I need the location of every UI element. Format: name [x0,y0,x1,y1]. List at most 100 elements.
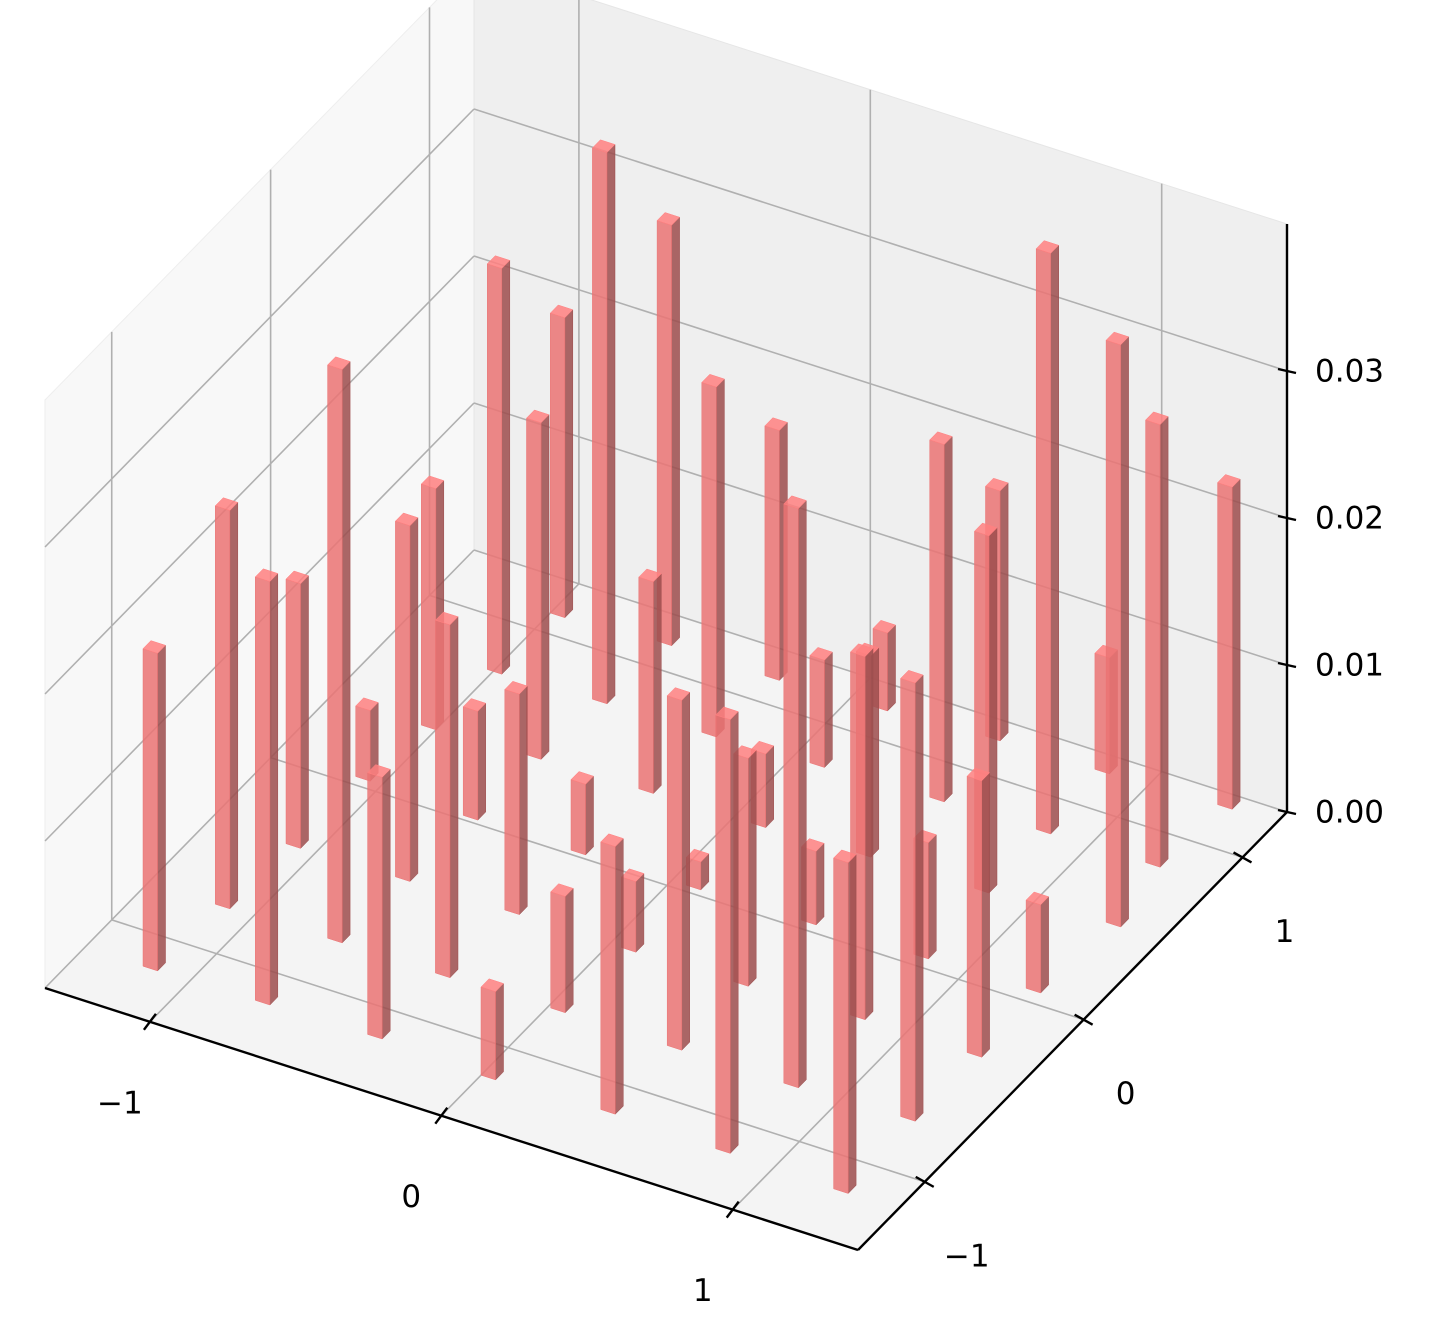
tick-mark [1277,661,1297,669]
bar-front [570,779,586,856]
bar [701,374,725,738]
bar [526,409,550,761]
bar-side [495,982,504,1081]
bar-top [570,771,594,785]
bar-top [394,512,419,527]
bar-top [638,568,662,583]
bar-side [229,501,239,910]
tick-label: 0.01 [1315,648,1384,684]
bar [900,670,924,1122]
bar [783,495,807,1089]
bar-side [585,775,594,856]
bar-side [564,887,574,1014]
bar-side [981,772,990,1058]
bar-top [929,431,953,445]
grid-line [111,919,925,1183]
bar-top [142,640,166,654]
bar-top [872,620,896,634]
bar [285,570,309,850]
tick-mark [1277,367,1297,375]
bar [394,512,419,883]
bar-side [519,685,528,916]
bar-side [564,309,574,619]
bar-front [1025,899,1041,994]
bar-front [929,439,945,803]
bar-top [1035,240,1060,254]
bar-top [420,475,445,489]
bar [462,698,487,821]
bar-top [850,643,874,657]
bar-front [215,505,231,910]
tick-mark [725,1200,740,1219]
bar [254,568,279,1006]
bar-top [367,764,391,778]
bar-top [985,477,1009,492]
bar-front [833,857,849,1194]
bar-side [1231,478,1241,810]
bar [666,687,691,1051]
bar [214,497,239,910]
bar-top [550,883,574,897]
tick-label: 1 [693,1273,713,1309]
bar [929,431,953,803]
bar-top [285,570,309,585]
grid-line [44,108,475,548]
bar-front [550,312,566,619]
bar-side [409,517,419,883]
bar-side [540,414,550,761]
bar-top [783,495,807,509]
bar [355,697,379,782]
bar-top [833,849,857,863]
bar-side [671,216,680,647]
tick-mark [142,1013,157,1031]
bar-front [435,619,451,979]
bar-front [1145,419,1161,868]
bar [480,978,504,1081]
bar [570,771,594,856]
bar-top [656,212,681,226]
bar [434,611,459,979]
bar-top [801,838,825,852]
bar-top [549,304,574,319]
bar [504,681,528,916]
bar-top [620,868,645,882]
bar-front [367,772,383,1040]
bar-front [142,648,158,972]
tick-label: −1 [944,1238,990,1274]
bar-side [716,378,725,738]
bar-front [327,364,343,944]
bar-top [900,670,924,684]
tick-mark [915,1175,935,1188]
tick-label: 1 [1275,914,1295,950]
bar-front [395,520,411,882]
bar-top [355,697,379,711]
bar-side [501,259,511,675]
tick-label: 0.00 [1315,795,1384,831]
bar-front [764,425,780,681]
bar-front [621,876,637,953]
bar-top [462,698,487,712]
tick-mark [1277,808,1297,816]
bar-top [1025,891,1050,906]
bar-front [526,417,542,760]
tick-label: −1 [97,1085,143,1121]
grid-line [732,771,1163,1211]
bar-front [1105,339,1121,928]
bar [142,640,166,972]
bar-front [638,576,654,794]
bar-top [701,374,725,388]
bar-side [988,527,998,894]
tick-label: 0.02 [1315,501,1384,537]
bar-side [606,143,616,705]
bar-top [600,833,624,847]
grid-line [44,255,475,695]
bar-front [355,705,371,782]
bar-side [798,499,807,1089]
bar-side [887,624,896,712]
bar-side [341,360,351,944]
bar-side [748,749,757,987]
bar [550,883,574,1014]
bar-front [783,503,799,1089]
bar [591,139,616,705]
